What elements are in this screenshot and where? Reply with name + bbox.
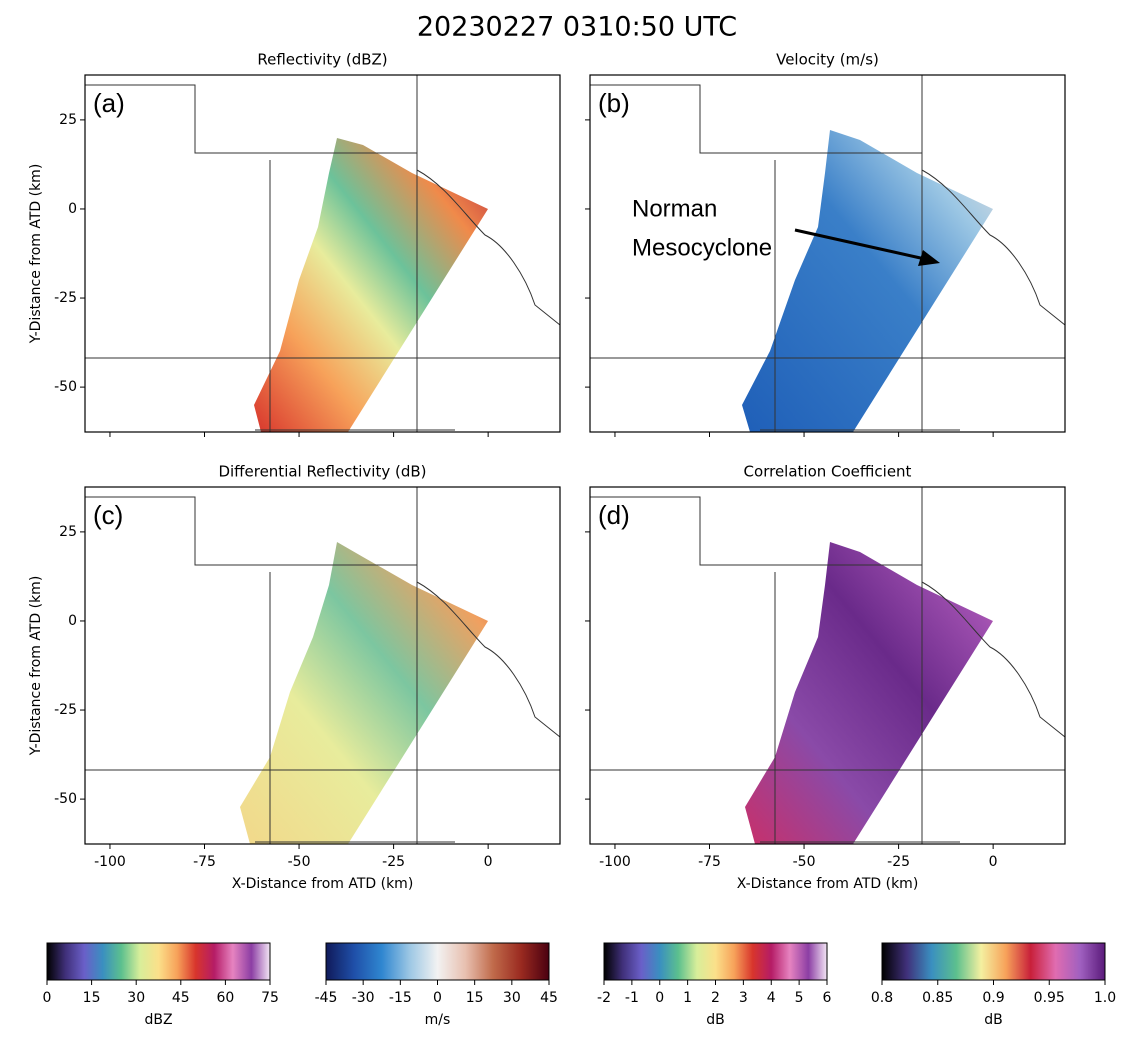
colorbar-tick-label: 75	[261, 990, 279, 1006]
colorbar-tick-label: 0.9	[982, 990, 1004, 1006]
colorbar-tick-label: 1.0	[1094, 990, 1116, 1006]
colorbar-tick-label: 0	[655, 990, 664, 1006]
y-tick-label: -25	[54, 290, 77, 306]
colorbar-tick-label: 0	[43, 990, 52, 1006]
colorbar-tick-label: 30	[503, 990, 521, 1006]
y-axis-label: Y-Distance from ATD (km)	[28, 164, 44, 345]
colorbar-tick-label: 0.8	[871, 990, 893, 1006]
colorbar-tick-label: 45	[540, 990, 558, 1006]
panel-title: Velocity (m/s)	[776, 51, 879, 69]
y-tick-label: -50	[54, 791, 77, 807]
colorbar-label: dB	[706, 1012, 725, 1028]
x-tick-label: -50	[793, 854, 816, 870]
colorbar-label: dB	[984, 1012, 1003, 1028]
colorbar-tick-label: 30	[127, 990, 145, 1006]
echo-c	[240, 542, 488, 844]
colorbar-tick-label: -2	[597, 990, 611, 1006]
colorbar-tick-label: 0	[433, 990, 442, 1006]
x-axis-label: X-Distance from ATD (km)	[737, 876, 919, 892]
x-tick-label: 0	[989, 854, 998, 870]
colorbar-tick-label: 0.85	[922, 990, 953, 1006]
colorbar-tick-label: 0.95	[1034, 990, 1065, 1006]
colorbar-tick-label: 2	[711, 990, 720, 1006]
panel-label: (c)	[93, 500, 123, 530]
echo-d	[745, 542, 993, 844]
colorbar-tick-label: 5	[795, 990, 804, 1006]
x-tick-label: -50	[288, 854, 311, 870]
y-tick-label: 0	[68, 201, 77, 217]
x-tick-label: 0	[484, 854, 493, 870]
panel-title: Reflectivity (dBZ)	[257, 51, 387, 69]
figure-title: 20230227 0310:50 UTC	[417, 12, 737, 43]
echo-b	[742, 130, 993, 432]
colorbar-tick-label: -15	[389, 990, 412, 1006]
colorbar-tick-label: -30	[352, 990, 375, 1006]
x-tick-label: -75	[698, 854, 721, 870]
x-tick-label: -75	[193, 854, 216, 870]
y-tick-label: 25	[59, 524, 77, 540]
colorbar-tick-label: 4	[767, 990, 776, 1006]
panel-title: Differential Reflectivity (dB)	[218, 463, 426, 481]
y-tick-label: 0	[68, 613, 77, 629]
panel-title: Correlation Coefficient	[744, 463, 912, 481]
colorbar-tick-label: 45	[172, 990, 190, 1006]
colorbar-tick-label: 3	[739, 990, 748, 1006]
panel-label: (d)	[598, 500, 630, 530]
colorbar	[882, 943, 1105, 980]
colorbar-label: dBZ	[144, 1012, 172, 1028]
annotation: Norman	[632, 195, 717, 222]
colorbar-tick-label: 15	[83, 990, 101, 1006]
x-tick-label: -25	[382, 854, 405, 870]
y-tick-label: 25	[59, 112, 77, 128]
x-tick-label: -100	[599, 854, 631, 870]
x-axis-label: X-Distance from ATD (km)	[232, 876, 414, 892]
panel-label: (a)	[93, 88, 125, 118]
figure: 20230227 0310:50 UTC Norman Mesocyclone …	[0, 0, 1127, 1036]
x-tick-label: -25	[887, 854, 910, 870]
y-tick-label: -50	[54, 379, 77, 395]
colorbar-tick-label: -45	[315, 990, 338, 1006]
x-tick-label: -100	[94, 854, 126, 870]
colorbar-tick-label: 60	[216, 990, 234, 1006]
colorbar-tick-label: -1	[625, 990, 639, 1006]
colorbar-label: m/s	[425, 1012, 451, 1028]
colorbar	[326, 943, 549, 980]
panel-label: (b)	[598, 88, 630, 118]
colorbar-tick-label: 15	[466, 990, 484, 1006]
annotation: Mesocyclone	[632, 234, 772, 261]
colorbar-tick-label: 1	[683, 990, 692, 1006]
colorbar	[47, 943, 270, 980]
y-axis-label: Y-Distance from ATD (km)	[28, 576, 44, 757]
colorbar-tick-label: 6	[823, 990, 832, 1006]
y-tick-label: -25	[54, 702, 77, 718]
echo-a	[254, 138, 488, 432]
colorbar	[604, 943, 827, 980]
